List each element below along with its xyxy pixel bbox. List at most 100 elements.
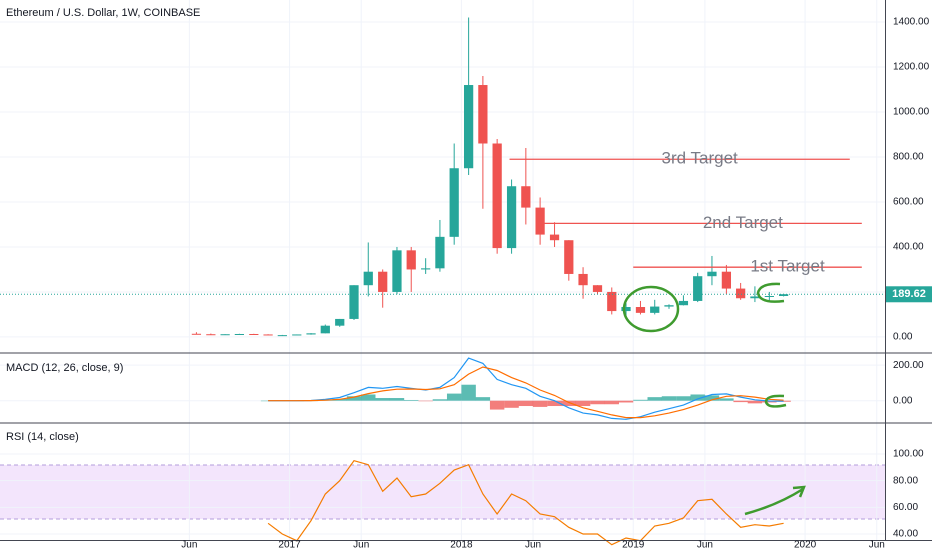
- candle-body: [421, 268, 431, 270]
- candle-body: [778, 294, 789, 296]
- candle-body: [578, 273, 588, 286]
- x-tick-label: Jun: [181, 540, 197, 550]
- candle-body: [191, 333, 202, 335]
- candle-body: [721, 271, 732, 289]
- candle-body: [335, 318, 345, 326]
- x-tick-label: 2019: [622, 540, 645, 550]
- histogram-bar: [518, 400, 534, 407]
- histogram-bar: [389, 398, 405, 401]
- candle-body: [306, 333, 316, 335]
- line: [268, 366, 784, 419]
- histogram-bar: [346, 396, 362, 401]
- histogram-bar: [475, 397, 491, 401]
- y-tick-label: 800.00: [893, 152, 924, 163]
- histogram-bar: [647, 397, 662, 401]
- target-label: 3rd Target: [662, 149, 739, 168]
- pane-title: MACD (12, 26, close, 9): [6, 362, 123, 374]
- histogram-bar: [504, 400, 519, 408]
- y-tick-label: 400.00: [893, 242, 924, 253]
- histogram-bar: [719, 398, 734, 401]
- annotation-arrow: [744, 485, 806, 516]
- histogram-bar: [489, 400, 505, 410]
- candle-body: [607, 291, 617, 312]
- annotation-circle: [756, 282, 785, 303]
- candle-body: [378, 271, 388, 292]
- candle-body: [263, 334, 273, 336]
- y-tick-label: 0.00: [893, 395, 913, 406]
- candle-body: [349, 285, 359, 319]
- x-tick-label: Jun: [353, 540, 369, 550]
- histogram-bar: [618, 400, 634, 403]
- candle-body: [234, 334, 244, 336]
- candle-body: [736, 288, 746, 299]
- candle-body: [650, 306, 660, 313]
- histogram-bar: [604, 400, 619, 405]
- candle-body: [292, 334, 302, 336]
- candle-body: [206, 334, 216, 336]
- histogram-bar: [361, 394, 376, 401]
- histogram-bar: [733, 400, 748, 403]
- rsi-band: [0, 465, 885, 519]
- candle-body: [535, 207, 545, 235]
- histogram-bar: [418, 400, 433, 402]
- candle-body: [320, 325, 330, 334]
- last-price-box: [886, 286, 932, 303]
- histogram-bar: [432, 399, 448, 401]
- x-tick-label: Jun: [697, 540, 713, 550]
- marks-layer: [0, 17, 885, 546]
- x-tick-label: Jun: [869, 540, 885, 550]
- histogram-bar: [561, 400, 577, 407]
- line: [268, 357, 784, 420]
- candle-body: [678, 300, 689, 306]
- candle-body: [635, 307, 646, 313]
- y-tick-label: 1200.00: [893, 62, 930, 73]
- candle-body: [363, 271, 373, 286]
- histogram-bar: [747, 400, 763, 404]
- candle-body: [621, 307, 631, 312]
- chart-title: Ethereum / U.S. Dollar, 1W, COINBASE: [6, 7, 200, 19]
- y-tick-label: 1400.00: [893, 17, 930, 28]
- histogram-bar: [461, 384, 476, 401]
- annotation-circle: [764, 394, 787, 408]
- candle-body: [220, 334, 230, 336]
- histogram-bar: [547, 400, 562, 407]
- histogram-bar: [260, 400, 276, 402]
- y-tick-label: 1000.00: [893, 107, 930, 118]
- candle-body: [492, 143, 502, 249]
- pane-title: RSI (14, close): [6, 431, 79, 443]
- candle-body: [249, 334, 259, 336]
- histogram-bar: [575, 400, 591, 407]
- histogram-bar: [446, 393, 462, 401]
- candle-body: [435, 236, 445, 269]
- candle-body: [506, 186, 517, 249]
- x-tick-label: 2017: [278, 540, 301, 550]
- candle-body: [564, 240, 574, 274]
- histogram-bar: [404, 399, 419, 401]
- candle-body: [406, 250, 416, 270]
- histogram-bar: [590, 400, 605, 405]
- candle-body: [449, 168, 459, 237]
- annotation-circle: [622, 285, 680, 333]
- histogram-bar: [375, 398, 390, 401]
- candle-body: [764, 295, 774, 297]
- x-tick-label: 2020: [794, 540, 817, 550]
- candle-body: [464, 85, 474, 169]
- y-tick-label: 600.00: [893, 197, 924, 208]
- line: [267, 460, 784, 546]
- y-tick-label: 80.00: [893, 475, 918, 486]
- histogram-bar: [661, 396, 677, 401]
- y-tick-label: 60.00: [893, 502, 918, 513]
- target-label: 2nd Target: [703, 213, 783, 232]
- x-tick-label: Jun: [525, 540, 541, 550]
- histogram-bar: [532, 400, 548, 407]
- y-tick-label: 200.00: [893, 360, 924, 371]
- last-price-label: 189.62: [892, 288, 926, 300]
- candle-body: [521, 186, 531, 208]
- histogram-bar: [676, 396, 691, 401]
- candle-body: [549, 234, 560, 241]
- histogram-bar: [633, 399, 648, 401]
- target-label: 1st Target: [750, 257, 825, 276]
- candle-body: [592, 285, 603, 292]
